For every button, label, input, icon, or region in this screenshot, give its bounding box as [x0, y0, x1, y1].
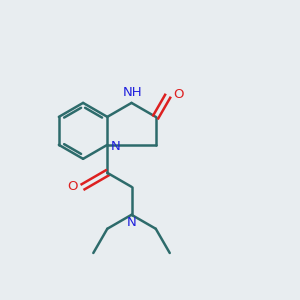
Text: N: N [111, 140, 121, 153]
Text: O: O [67, 180, 78, 193]
Text: O: O [173, 88, 183, 101]
Text: N: N [127, 216, 136, 229]
Text: NH: NH [123, 86, 143, 99]
